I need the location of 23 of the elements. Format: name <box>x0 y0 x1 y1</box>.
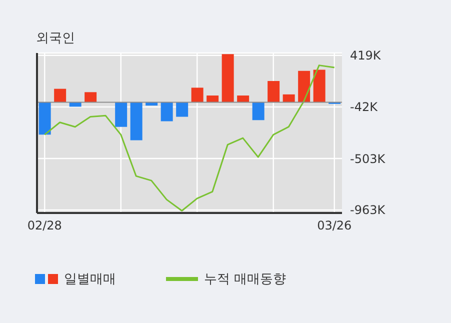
bar <box>38 102 51 135</box>
bar <box>191 88 204 102</box>
bar <box>313 70 326 102</box>
bar <box>176 102 188 117</box>
legend-label: 일별매매 <box>64 271 116 288</box>
bar <box>160 102 173 122</box>
bar <box>298 70 310 102</box>
bar <box>268 80 280 102</box>
bar <box>222 54 234 102</box>
bar <box>115 102 128 127</box>
y-tick-label: -503K <box>350 152 386 166</box>
x-tick-label: 03/26 <box>317 218 352 233</box>
line-series <box>44 64 336 212</box>
x-tick-label: 02/28 <box>27 218 62 233</box>
bar <box>130 102 142 140</box>
y-tick-label: 419K <box>350 48 382 63</box>
bar <box>84 92 97 102</box>
bar <box>54 88 66 102</box>
y-tick-label: -42K <box>350 100 379 114</box>
chart-title: 외국인 <box>36 30 75 47</box>
legend-label: 누적 매매동향 <box>204 271 286 288</box>
y-tick-label: -963K <box>350 203 386 218</box>
bar <box>252 102 264 120</box>
